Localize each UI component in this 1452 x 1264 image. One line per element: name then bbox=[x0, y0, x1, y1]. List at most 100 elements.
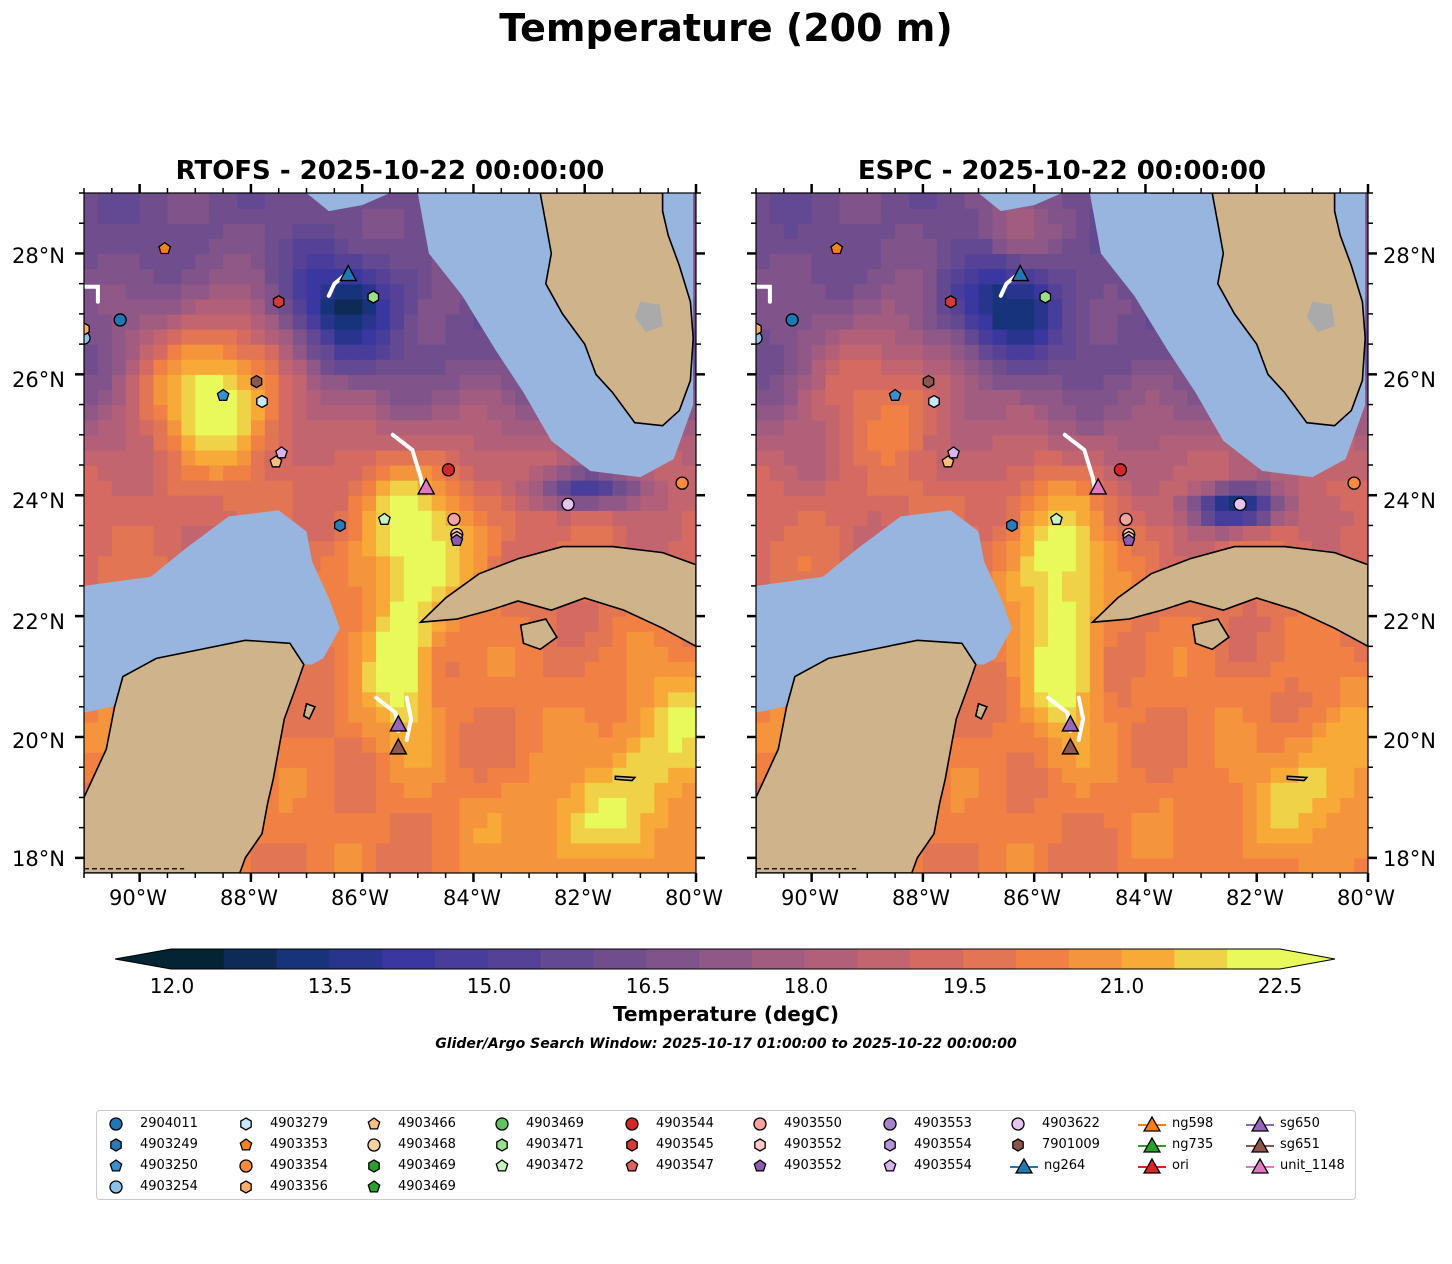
temperature-cell bbox=[390, 238, 405, 254]
colorbar-segment bbox=[329, 949, 383, 969]
temperature-cell bbox=[1131, 721, 1146, 738]
temperature-cell bbox=[278, 208, 294, 224]
temperature-cell bbox=[195, 223, 210, 239]
temperature-cell bbox=[390, 540, 405, 557]
temperature-cell bbox=[1326, 510, 1341, 526]
float-marker bbox=[888, 388, 902, 401]
temperature-cell bbox=[570, 827, 586, 844]
float-marker bbox=[256, 394, 268, 409]
temperature-cell bbox=[783, 555, 799, 572]
temperature-cell bbox=[1034, 752, 1049, 768]
temperature-cell bbox=[1145, 752, 1160, 768]
temperature-cell bbox=[348, 313, 363, 330]
temperature-cell bbox=[362, 631, 377, 647]
temperature-cell bbox=[306, 812, 321, 829]
temperature-cell bbox=[867, 268, 882, 285]
temperature-cell bbox=[1312, 525, 1327, 542]
temperature-cell bbox=[1034, 434, 1049, 451]
temperature-cell bbox=[1145, 842, 1160, 859]
temperature-cell bbox=[756, 510, 771, 526]
temperature-cell bbox=[209, 419, 224, 436]
temperature-cell bbox=[797, 404, 813, 421]
legend-marker bbox=[753, 1159, 767, 1172]
temperature-cell bbox=[1145, 555, 1160, 572]
temperature-cell bbox=[195, 419, 210, 436]
temperature-cell bbox=[922, 329, 938, 345]
lake-okeechobee bbox=[1306, 301, 1335, 332]
temperature-cell bbox=[403, 585, 419, 602]
legend-swatch bbox=[1246, 1157, 1274, 1174]
temperature-cell bbox=[417, 253, 433, 270]
temperature-cell bbox=[473, 434, 488, 451]
temperature-cell bbox=[1117, 691, 1133, 708]
temperature-cell bbox=[682, 434, 696, 451]
temperature-cell bbox=[1062, 616, 1077, 632]
temperature-cell bbox=[1145, 737, 1160, 753]
temperature-cell bbox=[964, 752, 980, 768]
temperature-cell bbox=[1131, 842, 1146, 859]
temperature-cell bbox=[1298, 782, 1313, 798]
temperature-cell bbox=[881, 465, 896, 481]
temperature-cell bbox=[473, 525, 488, 542]
temperature-cell bbox=[1131, 752, 1146, 768]
search-window-note: Glider/Argo Search Window: 2025-10-17 01… bbox=[435, 1036, 1017, 1052]
legend-swatch bbox=[1138, 1115, 1166, 1132]
temperature-cell bbox=[1145, 434, 1160, 451]
temperature-cell bbox=[445, 782, 461, 798]
float-marker bbox=[84, 331, 91, 345]
temperature-cell bbox=[839, 223, 854, 239]
temperature-cell bbox=[1062, 374, 1077, 390]
temperature-cell bbox=[1089, 555, 1105, 572]
temperature-cell bbox=[769, 313, 785, 330]
temperature-cell bbox=[306, 676, 321, 693]
temperature-cell bbox=[431, 767, 447, 783]
temperature-cell bbox=[1131, 782, 1146, 798]
temperature-cell bbox=[1159, 737, 1174, 753]
temperature-cell bbox=[195, 208, 210, 224]
temperature-cell bbox=[237, 465, 252, 481]
temperature-cell bbox=[125, 298, 141, 315]
temperature-cell bbox=[1326, 676, 1341, 693]
lat-tick-label: 28°N bbox=[12, 244, 65, 268]
temperature-cell bbox=[209, 193, 224, 209]
legend-label: 4903472 bbox=[526, 1158, 584, 1173]
temperature-cell bbox=[950, 797, 966, 814]
temperature-cell bbox=[797, 298, 813, 315]
temperature-cell bbox=[403, 857, 419, 873]
temperature-cell bbox=[811, 283, 827, 300]
temperature-cell bbox=[1006, 585, 1021, 602]
temperature-cell bbox=[376, 449, 391, 466]
temperature-cell bbox=[1354, 540, 1368, 557]
temperature-cell bbox=[237, 449, 252, 466]
temperature-cell bbox=[1242, 601, 1258, 617]
temperature-cell bbox=[111, 208, 127, 224]
temperature-cell bbox=[1103, 283, 1119, 300]
temperature-cell bbox=[250, 298, 266, 315]
temperature-cell bbox=[362, 223, 377, 239]
temperature-cell bbox=[1270, 691, 1286, 708]
temperature-cell bbox=[922, 208, 938, 224]
temperature-cell bbox=[1312, 812, 1327, 829]
temperature-cell bbox=[153, 193, 168, 209]
temperature-cell bbox=[964, 691, 980, 708]
temperature-cell bbox=[853, 374, 868, 390]
temperature-cell bbox=[306, 359, 321, 375]
temperature-cell bbox=[612, 857, 627, 873]
temperature-cell bbox=[1131, 389, 1146, 406]
temperature-cell bbox=[612, 752, 627, 768]
temperature-cell bbox=[487, 782, 502, 798]
temperature-cell bbox=[111, 253, 127, 270]
temperature-cell bbox=[292, 706, 308, 723]
temperature-cell bbox=[654, 465, 669, 481]
temperature-cell bbox=[501, 706, 516, 723]
temperature-cell bbox=[992, 253, 1007, 270]
temperature-cell bbox=[264, 359, 280, 375]
temperature-cell bbox=[515, 449, 530, 466]
temperature-cell bbox=[97, 283, 113, 300]
temperature-cell bbox=[445, 419, 461, 436]
temperature-cell bbox=[1298, 812, 1313, 829]
temperature-cell bbox=[264, 223, 280, 239]
temperature-cell bbox=[682, 737, 696, 753]
temperature-cell bbox=[543, 495, 558, 511]
temperature-cell bbox=[1048, 782, 1063, 798]
